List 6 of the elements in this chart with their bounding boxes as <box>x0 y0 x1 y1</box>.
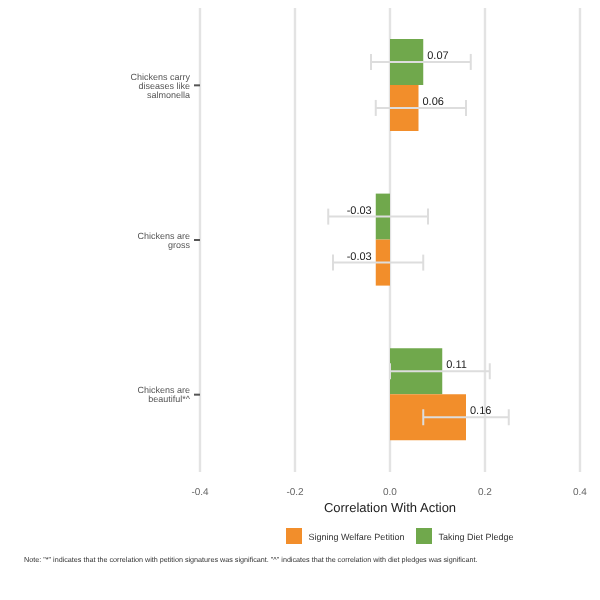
bar <box>375 193 390 240</box>
bar <box>390 84 419 131</box>
bar <box>375 239 390 286</box>
bar <box>390 348 443 395</box>
bar <box>390 38 424 85</box>
bar <box>390 394 466 441</box>
